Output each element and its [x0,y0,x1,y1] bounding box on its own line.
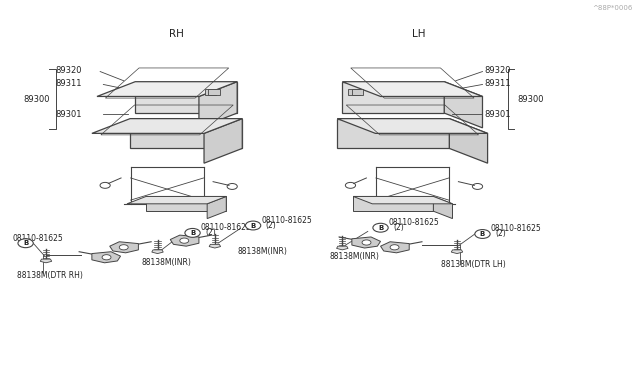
Text: 89311: 89311 [56,79,82,88]
Text: 89301: 89301 [56,109,82,119]
Circle shape [185,228,200,237]
Circle shape [475,230,490,238]
Text: 08110-81625: 08110-81625 [491,224,541,233]
Text: B: B [23,240,28,246]
Text: 08110-81625: 08110-81625 [261,215,312,225]
Circle shape [373,223,388,232]
Polygon shape [209,244,221,248]
Polygon shape [205,89,216,95]
Polygon shape [337,119,488,134]
Polygon shape [97,82,237,96]
Polygon shape [127,196,227,204]
Text: 88138M(INR): 88138M(INR) [330,252,380,261]
Text: 88138M(INR): 88138M(INR) [237,247,287,256]
Polygon shape [92,119,243,134]
Text: 88138M(INR): 88138M(INR) [141,259,191,267]
Polygon shape [109,242,138,253]
Text: 89320: 89320 [484,66,511,75]
Circle shape [390,245,399,250]
Text: B: B [378,225,383,231]
Polygon shape [152,250,163,254]
Text: 08110-81625: 08110-81625 [201,223,252,232]
Text: 88138M(DTR LH): 88138M(DTR LH) [441,260,506,269]
Text: (2): (2) [495,229,506,238]
Circle shape [119,245,128,250]
Polygon shape [381,242,409,253]
Text: 89300: 89300 [518,95,544,104]
Polygon shape [433,196,452,219]
Polygon shape [451,250,463,254]
Text: ^88P*0006: ^88P*0006 [592,4,632,11]
Polygon shape [352,89,364,95]
Text: 89311: 89311 [484,79,511,88]
Polygon shape [444,82,483,128]
Circle shape [362,240,371,245]
Text: 88138M(DTR RH): 88138M(DTR RH) [17,270,83,280]
Polygon shape [342,82,444,113]
Polygon shape [92,252,120,263]
Polygon shape [449,119,488,163]
Polygon shape [135,82,237,113]
Text: RH: RH [169,29,184,39]
Polygon shape [204,119,243,163]
Polygon shape [353,196,452,204]
Text: (2): (2) [394,223,404,232]
Text: (2): (2) [266,221,276,230]
Polygon shape [130,119,243,148]
Polygon shape [352,237,381,248]
Polygon shape [170,235,199,246]
Polygon shape [342,82,483,96]
Polygon shape [146,196,227,211]
Polygon shape [348,89,360,95]
Polygon shape [40,259,52,263]
Text: (2): (2) [22,238,33,247]
Text: B: B [190,230,195,236]
Circle shape [180,238,189,243]
Polygon shape [353,196,433,211]
Circle shape [246,221,260,230]
Text: 08110-81625: 08110-81625 [13,234,63,243]
Text: 89301: 89301 [484,109,511,119]
Text: B: B [480,231,485,237]
Polygon shape [207,196,227,219]
Text: LH: LH [412,29,426,39]
Polygon shape [199,82,237,128]
Text: 08110-81625: 08110-81625 [389,218,440,227]
Polygon shape [337,119,449,148]
Circle shape [18,239,33,248]
Text: B: B [250,222,256,228]
Text: 89320: 89320 [56,66,82,75]
Polygon shape [337,246,348,250]
Circle shape [102,255,111,260]
Polygon shape [209,89,220,95]
Text: 89300: 89300 [24,95,50,104]
Text: (2): (2) [205,228,216,237]
